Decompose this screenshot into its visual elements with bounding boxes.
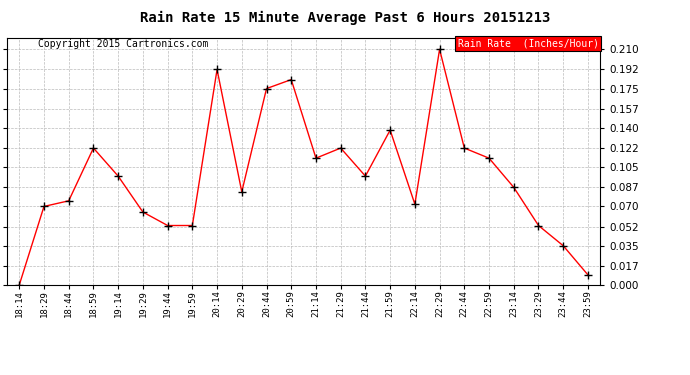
- Point: [286, 76, 297, 82]
- Point: [236, 189, 247, 195]
- Point: [88, 145, 99, 151]
- Point: [434, 46, 445, 52]
- Point: [14, 282, 25, 288]
- Point: [112, 173, 124, 179]
- Point: [310, 155, 322, 161]
- Text: Copyright 2015 Cartronics.com: Copyright 2015 Cartronics.com: [38, 39, 208, 50]
- Point: [582, 272, 593, 278]
- Point: [484, 155, 495, 161]
- Point: [212, 66, 223, 72]
- Point: [63, 198, 75, 204]
- Point: [360, 173, 371, 179]
- Point: [261, 86, 272, 92]
- Point: [509, 184, 520, 190]
- Point: [459, 145, 470, 151]
- Point: [162, 222, 173, 228]
- Point: [187, 222, 198, 228]
- Point: [558, 243, 569, 249]
- Point: [533, 222, 544, 228]
- Text: Rain Rate  (Inches/Hour): Rain Rate (Inches/Hour): [458, 39, 599, 49]
- Point: [137, 209, 148, 215]
- Point: [39, 203, 50, 209]
- Point: [384, 127, 395, 133]
- Point: [409, 201, 420, 207]
- Point: [335, 145, 346, 151]
- Text: Rain Rate 15 Minute Average Past 6 Hours 20151213: Rain Rate 15 Minute Average Past 6 Hours…: [140, 11, 550, 26]
